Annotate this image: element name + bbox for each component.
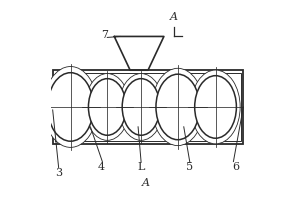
Ellipse shape — [122, 79, 160, 135]
Text: 5: 5 — [186, 162, 193, 172]
Bar — [53, 70, 243, 144]
Text: L: L — [137, 162, 145, 172]
Ellipse shape — [88, 79, 126, 135]
Text: A: A — [142, 178, 150, 188]
Ellipse shape — [44, 67, 98, 147]
Ellipse shape — [85, 74, 130, 140]
Ellipse shape — [48, 73, 93, 141]
Bar — [55, 73, 241, 141]
Text: 6: 6 — [232, 162, 239, 172]
Text: A: A — [170, 12, 178, 22]
Ellipse shape — [152, 68, 204, 146]
Ellipse shape — [195, 76, 236, 138]
Text: 4: 4 — [98, 162, 105, 172]
Ellipse shape — [119, 74, 163, 140]
Ellipse shape — [156, 74, 200, 140]
Text: 7: 7 — [101, 30, 108, 40]
Ellipse shape — [191, 70, 240, 144]
Text: 3: 3 — [55, 168, 62, 178]
